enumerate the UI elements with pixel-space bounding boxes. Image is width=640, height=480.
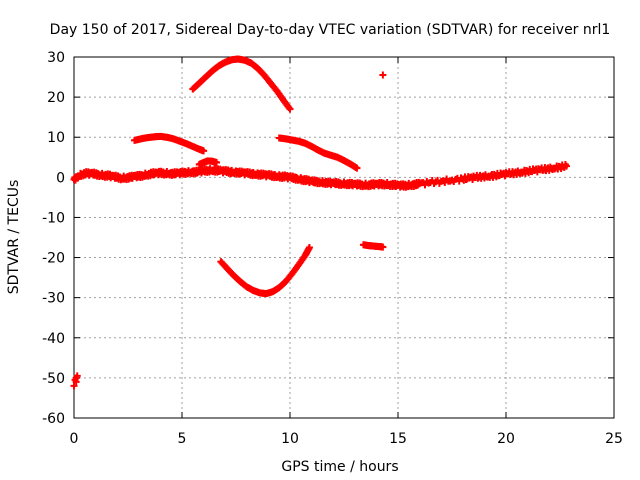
axis-ticks (73, 56, 615, 419)
data-point (200, 147, 208, 155)
series-segment-3-6h (130, 132, 208, 155)
data-series (70, 55, 570, 390)
y-tick-label: 0 (56, 170, 65, 186)
y-tick-label: 10 (47, 130, 65, 146)
y-tick-label: -20 (42, 251, 65, 267)
data-point (72, 374, 80, 382)
data-point (562, 162, 570, 170)
series-lower-arc (217, 244, 313, 298)
y-tick-labels: 30 20 10 0 -10 -20 -30 -40 -50 -60 (42, 50, 65, 427)
x-axis-label: GPS time / hours (281, 459, 398, 475)
x-tick-label: 5 (178, 431, 187, 447)
plot-frame (73, 56, 615, 419)
data-point (286, 105, 294, 113)
series-near-zero-band (70, 160, 570, 191)
x-tick-label: 10 (281, 431, 299, 447)
data-point (353, 164, 361, 172)
x-tick-labels: 0 5 10 15 20 25 (70, 431, 623, 447)
data-point (213, 158, 221, 166)
x-tick-label: 15 (389, 431, 407, 447)
series-segment-6-7h (195, 157, 221, 168)
x-tick-label: 25 (605, 431, 623, 447)
series-segment-13-5-14-3h (359, 241, 387, 251)
data-point (379, 243, 387, 251)
x-tick-label: 0 (70, 431, 79, 447)
data-point (379, 71, 387, 79)
y-tick-label: -50 (42, 371, 65, 387)
x-tick-label: 20 (497, 431, 515, 447)
y-tick-label: -10 (42, 210, 65, 226)
y-axis-label: SDTVAR / TECUs (6, 180, 22, 295)
data-point (305, 244, 313, 252)
chart-title: Day 150 of 2017, Sidereal Day-to-day VTE… (50, 22, 611, 38)
y-tick-label: 20 (47, 90, 65, 106)
series-outliers (70, 71, 387, 390)
series-upper-arc (189, 55, 294, 113)
y-tick-label: 30 (47, 50, 65, 66)
y-tick-label: -60 (42, 411, 65, 427)
data-point (70, 382, 78, 390)
series-segment-10-13h (275, 134, 361, 172)
y-tick-label: -40 (42, 331, 65, 347)
y-tick-label: -30 (42, 291, 65, 307)
